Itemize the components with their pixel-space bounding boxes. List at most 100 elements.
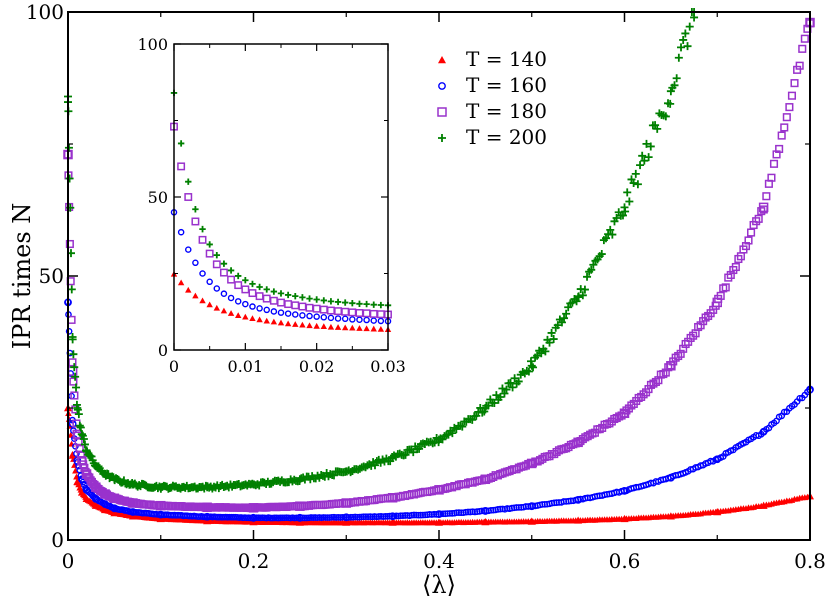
inset-data-point	[334, 315, 342, 322]
inset-series-T-200	[170, 89, 392, 309]
data-point	[75, 421, 84, 430]
data-point	[629, 179, 638, 188]
data-point	[741, 242, 751, 251]
inset-data-point	[177, 228, 185, 236]
inset-data-point	[320, 297, 327, 304]
data-point	[664, 363, 673, 372]
inset-data-point	[177, 162, 186, 171]
inset-data-point	[341, 315, 349, 323]
data-point	[795, 61, 804, 70]
data-point	[636, 161, 645, 170]
inset-data-point	[292, 321, 299, 327]
inset-data-point	[185, 178, 192, 185]
data-point	[677, 43, 686, 52]
data-point	[787, 91, 797, 100]
inset-series-T-160	[170, 209, 392, 325]
data-point	[362, 513, 370, 521]
inset-data-point	[199, 225, 206, 233]
data-point	[659, 370, 668, 379]
data-point	[586, 430, 595, 439]
data-point	[524, 367, 533, 376]
data-point	[508, 383, 517, 392]
data-point	[644, 153, 653, 162]
inset-data-point	[356, 316, 363, 323]
inset-data-point	[327, 298, 335, 305]
data-point	[72, 400, 81, 409]
data-point	[716, 291, 725, 300]
data-point	[81, 481, 88, 489]
inset-data-point	[349, 324, 356, 331]
inset-data-point	[284, 291, 292, 299]
data-point	[798, 44, 807, 53]
data-point	[533, 351, 542, 360]
y-axis-label: IPR times N	[8, 203, 36, 350]
data-point	[757, 207, 766, 216]
inset-y-tick-label: 50	[148, 188, 168, 207]
data-point	[401, 450, 410, 459]
inset-data-point	[199, 297, 206, 304]
inset-data-point	[292, 311, 299, 318]
data-point	[780, 408, 788, 416]
data-point	[549, 335, 558, 344]
data-point	[453, 509, 460, 517]
data-point	[496, 393, 505, 402]
data-point	[666, 99, 675, 108]
legend-marker	[438, 134, 446, 142]
data-point	[612, 413, 621, 423]
data-point	[625, 197, 634, 206]
inset-data-point	[377, 325, 385, 332]
data-point	[653, 124, 662, 133]
inset-data-point	[363, 300, 370, 308]
data-point	[719, 284, 728, 293]
data-point	[595, 425, 604, 434]
inset-data-point	[206, 301, 213, 308]
inset-data-point	[306, 295, 313, 302]
data-point	[324, 514, 332, 521]
inset-data-markers	[170, 89, 392, 333]
data-point	[502, 385, 511, 394]
legend-marker	[437, 107, 447, 117]
data-point	[386, 457, 395, 466]
data-point	[726, 270, 735, 280]
data-point	[73, 405, 82, 414]
data-point	[476, 403, 485, 412]
inset-data-point	[227, 310, 235, 316]
inset-data-point	[220, 307, 228, 314]
inset-data-point	[206, 278, 213, 286]
inset-data-point	[356, 300, 363, 307]
inset-data-point	[184, 193, 193, 201]
inset-background	[174, 44, 388, 350]
x-axis-label: ⟨λ⟩	[422, 571, 456, 599]
data-point	[529, 363, 538, 372]
data-point	[639, 390, 648, 399]
data-point	[71, 372, 80, 381]
data-point	[777, 131, 786, 140]
inset-y-tick-label: 100	[137, 35, 168, 54]
data-point	[701, 313, 710, 322]
data-point	[410, 511, 418, 519]
legend-marker	[438, 56, 446, 64]
inset-data-point	[334, 324, 342, 330]
data-point	[747, 228, 756, 237]
inset-data-point	[277, 319, 285, 326]
inset-data-point	[370, 301, 377, 308]
inset-data-point	[284, 310, 292, 317]
data-point	[432, 511, 440, 518]
data-point	[672, 74, 681, 83]
data-point	[583, 272, 592, 281]
inset-data-point	[185, 286, 192, 293]
inset-data-point	[227, 267, 235, 274]
data-point	[77, 430, 86, 439]
data-point	[640, 156, 649, 165]
data-point	[606, 225, 615, 234]
inset-data-point	[227, 294, 235, 302]
data-point	[87, 452, 96, 461]
inset-data-point	[249, 315, 256, 322]
series-T-180	[63, 17, 815, 513]
data-point	[94, 462, 103, 471]
data-point	[458, 422, 467, 431]
inset-data-point	[377, 317, 385, 325]
legend-item: T = 160	[438, 73, 547, 97]
data-point	[796, 394, 804, 402]
data-point	[419, 511, 427, 519]
